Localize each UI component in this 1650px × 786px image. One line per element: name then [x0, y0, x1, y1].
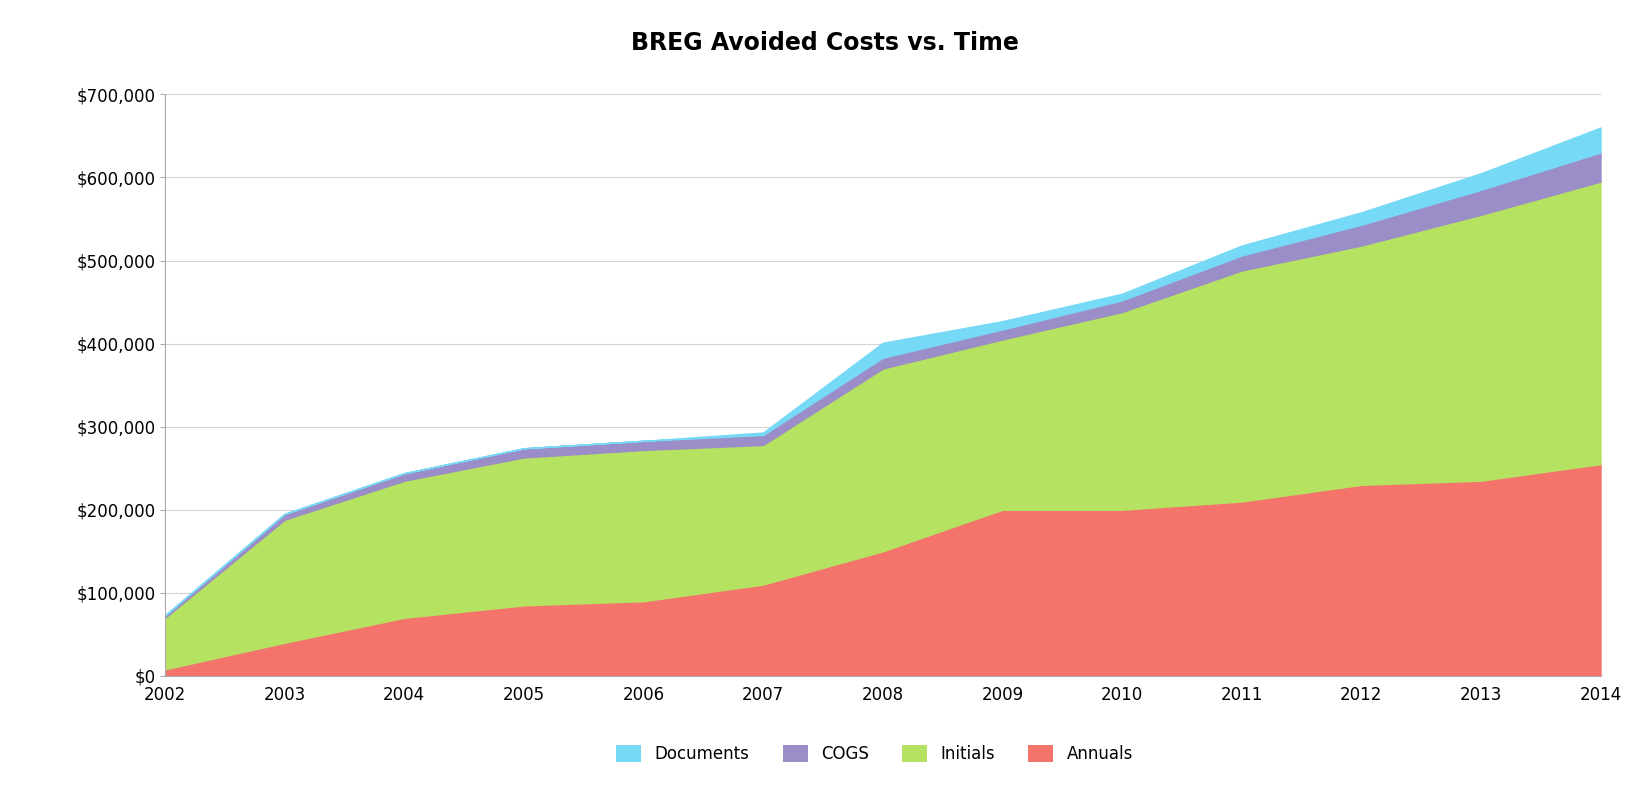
Legend: Documents, COGS, Initials, Annuals: Documents, COGS, Initials, Annuals — [609, 738, 1140, 769]
Text: BREG Avoided Costs vs. Time: BREG Avoided Costs vs. Time — [630, 31, 1020, 56]
